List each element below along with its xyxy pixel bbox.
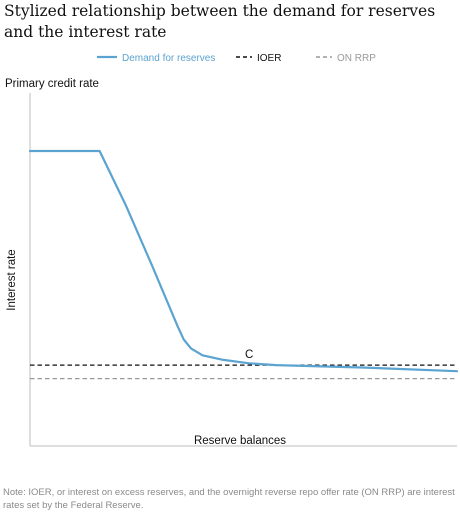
annotations: C [245,349,253,361]
legend-label-demand-for-reserves: Demand for reserves [122,53,215,64]
x-axis-label: Reserve balances [194,435,286,447]
axes [29,93,457,447]
annotation-label: C [245,349,253,361]
primary-credit-rate-label: Primary credit rate [5,78,99,90]
legend-label-ioer: IOER [257,53,281,64]
series-line-demand-for-reserves [28,149,459,373]
legend-label-on-rrp: ON RRP [337,53,376,64]
y-axis-label: Interest rate [6,249,18,310]
series-lines [28,149,459,380]
legend: Demand for reserves IOER ON RRP [97,53,376,64]
chart-note: Note: IOER, or interest on excess reserv… [3,487,455,511]
chart-title: Stylized relationship between the demand… [4,2,436,41]
